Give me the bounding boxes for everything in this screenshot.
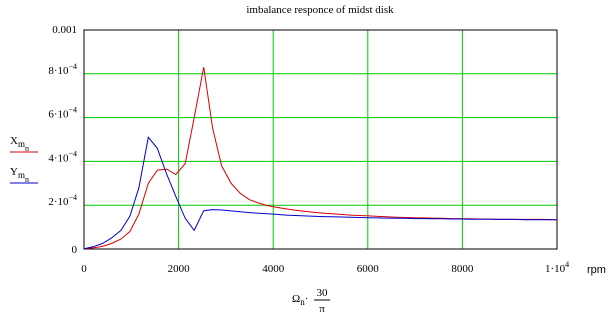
- x-label-denominator: π: [319, 303, 325, 315]
- x-label-numerator: 30: [317, 287, 329, 299]
- legend-label-y: Ymn: [10, 166, 29, 184]
- y-tick-label: 0.001: [52, 24, 77, 36]
- grid: [84, 30, 557, 249]
- x-tick-label: 0: [81, 263, 87, 275]
- x-label-omega: Ωn·: [292, 293, 308, 307]
- y-tick-labels: 0 2·10−4 4·10−4 6·10−4 8·10−4 0.001: [48, 24, 77, 256]
- series-line-y: [83, 136, 557, 250]
- y-tick-label: 2·10−4: [48, 193, 77, 208]
- y-tick-label: 6·10−4: [48, 106, 77, 121]
- x-tick-label: 1·104: [545, 260, 569, 275]
- legend-label-x: Xmn: [10, 135, 29, 153]
- y-tick-label: 0: [72, 244, 78, 256]
- x-unit-label: rpm: [587, 264, 606, 276]
- series-line-x: [83, 67, 557, 250]
- x-tick-label: 4000: [262, 263, 285, 275]
- x-tick-label: 6000: [357, 263, 380, 275]
- plot-frame: [83, 29, 558, 250]
- x-tick-label: 8000: [451, 263, 474, 275]
- legend: Xmn Ymn: [10, 135, 38, 184]
- x-tick-label: 2000: [168, 263, 191, 275]
- y-tick-label: 4·10−4: [48, 149, 77, 164]
- series-lines: [83, 67, 557, 250]
- x-tick-labels: 0 2000 4000 6000 8000 1·104: [81, 260, 569, 275]
- x-axis-label: Ωn· 30 π: [292, 287, 330, 315]
- y-tick-label: 8·10−4: [48, 62, 77, 77]
- chart-title: imbalance responce of midst disk: [246, 4, 394, 16]
